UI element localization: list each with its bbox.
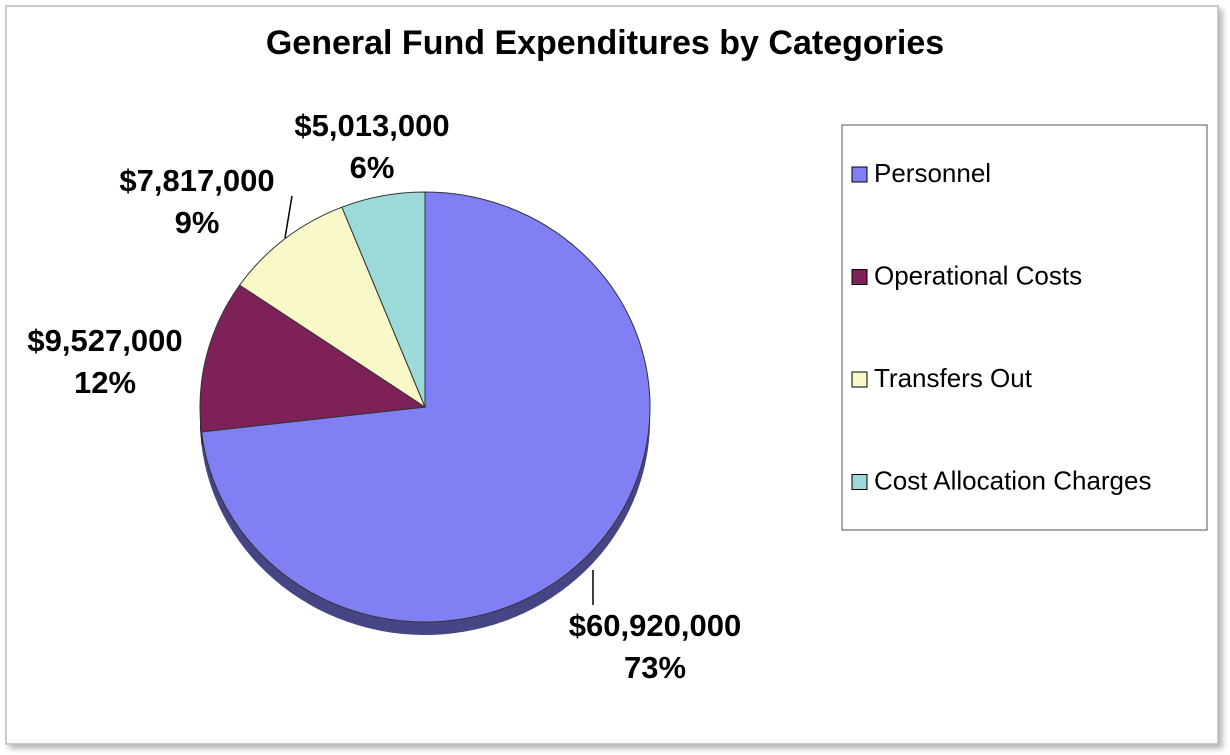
legend-box: [841, 124, 1208, 531]
value-label: $9,527,000: [27, 323, 182, 358]
leader-line: [284, 195, 293, 239]
percent-label: 73%: [624, 650, 686, 685]
chart-title: General Fund Expenditures by Categories: [266, 24, 944, 62]
legend-swatch: [851, 166, 868, 183]
percent-label: 9%: [175, 205, 220, 240]
slice: [238, 206, 427, 409]
percent-label: 6%: [350, 150, 395, 185]
value-label: $5,013,000: [294, 108, 449, 143]
legend-label: Personnel: [874, 158, 991, 188]
legend-label: Transfers Out: [874, 363, 1033, 393]
value-label: $60,920,000: [569, 608, 741, 643]
legend-swatch: [851, 474, 868, 490]
legend-swatch: [851, 269, 868, 285]
legend-label: Operational Costs: [874, 260, 1082, 290]
percent-label: 12%: [74, 365, 136, 400]
value-label: $7,817,000: [119, 163, 274, 198]
legend-label: Cost Allocation Charges: [874, 465, 1151, 495]
slice: [341, 191, 426, 408]
legend-swatch: [851, 371, 868, 388]
slice: [199, 284, 427, 433]
